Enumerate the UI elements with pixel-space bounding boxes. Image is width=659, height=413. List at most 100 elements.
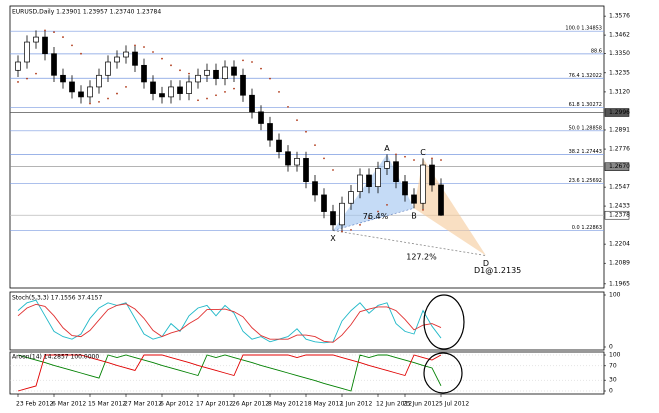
sar-dot: [395, 153, 397, 156]
candle-body: [177, 86, 183, 94]
candle-body: [402, 181, 408, 196]
x-tick-label: 26 Apr 2012: [232, 401, 269, 408]
stoch-panel: [9, 291, 605, 351]
candle-body: [78, 91, 84, 98]
fib-label: 100.0 1.34853: [565, 26, 602, 32]
sar-dot: [179, 69, 181, 72]
candle-body: [303, 158, 309, 182]
x-tick-label: 18 May 2012: [304, 401, 343, 408]
sar-dot: [143, 46, 145, 48]
price-box-label: 1.2996: [609, 109, 630, 116]
candle-body: [69, 81, 75, 93]
candle-body: [87, 86, 93, 98]
sar-dot: [134, 44, 136, 47]
sar-dot: [431, 157, 433, 160]
candle-body: [186, 81, 192, 94]
x-tick-label: 12 Jun 2012: [376, 401, 412, 408]
main-panel: [9, 5, 605, 289]
candle-body: [24, 41, 30, 63]
fib-label: 61.8 1.30272: [569, 102, 602, 108]
candle-body: [132, 51, 138, 66]
pattern-label: A: [384, 144, 390, 153]
candle-body: [339, 202, 345, 226]
xd-line: [332, 230, 487, 256]
candle-body: [294, 158, 300, 166]
y-tick-label: 1.3350: [609, 50, 630, 57]
price-box: [604, 108, 630, 117]
aroon-title: Aroon(14) 14.2857 100.0000: [12, 354, 99, 361]
pattern-label: B: [411, 212, 417, 221]
candle-body: [204, 69, 210, 76]
fib-label: 38.2 1.27443: [569, 149, 602, 155]
y-tick-label: 100: [609, 352, 621, 359]
sar-dot: [53, 31, 55, 33]
candle-body: [249, 94, 255, 113]
y-tick-label: 1.3120: [609, 88, 630, 95]
candle-body: [60, 74, 66, 83]
candle-body: [285, 151, 291, 166]
candle-body: [15, 61, 21, 71]
candle-body: [330, 211, 336, 226]
sar-dot: [260, 67, 262, 70]
sar-dot: [125, 86, 127, 88]
chart-title: EURUSD,Daily 1.23901 1.23957 1.23740 1.2…: [12, 9, 161, 16]
y-tick-label: 0: [609, 344, 613, 351]
y-tick-label: 1.3576: [609, 13, 630, 20]
sar-dot: [242, 59, 244, 62]
candle-body: [105, 61, 111, 76]
candle-body: [222, 66, 228, 79]
sar-dot: [17, 81, 19, 83]
candle-body: [195, 74, 201, 83]
sar-dot: [440, 159, 442, 161]
sar-dot: [71, 44, 73, 47]
x-tick-label: 8 May 2012: [268, 401, 303, 408]
sar-dot: [44, 29, 46, 32]
sar-dot: [80, 52, 82, 55]
sar-dot: [386, 204, 388, 206]
x-tick-label: 1 Jun 2012: [340, 401, 372, 408]
candle-body: [141, 64, 147, 83]
sar-dot: [422, 208, 424, 211]
annotation: 127.2%: [406, 253, 437, 262]
sar-dot: [233, 87, 235, 90]
pattern-label: D: [483, 259, 489, 268]
candle-body: [411, 194, 417, 204]
candle-body: [321, 194, 327, 212]
x-tick-label: 23 Feb 2012: [16, 401, 54, 408]
highlight-ellipse: [423, 294, 465, 350]
candle-body: [429, 164, 435, 186]
y-tick-label: 1.3235: [609, 69, 630, 76]
candle-body: [438, 184, 444, 216]
candle-body: [393, 161, 399, 182]
x-tick-label: 27 Mar 2012: [124, 401, 162, 408]
candle-body: [420, 164, 426, 204]
candle-body: [276, 139, 282, 153]
sar-dot: [161, 57, 163, 60]
pattern-label: C: [420, 148, 426, 157]
annotation: 76.4%: [363, 212, 389, 221]
sar-dot: [269, 77, 271, 80]
sar-dot: [98, 100, 100, 103]
candle-body: [159, 93, 165, 98]
sar-dot: [224, 91, 226, 93]
sar-dot: [404, 155, 406, 158]
sar-dot: [62, 36, 64, 38]
plot: 1.3576 1.3462 1.3350 1.3235 1.3120 1.2891 1.27…: [10, 13, 630, 408]
indicator-line: [17, 354, 442, 392]
y-tick-label: 1.2433: [609, 203, 630, 210]
candle-body: [357, 174, 363, 192]
candle-body: [123, 51, 129, 58]
y-tick-label: 70: [609, 362, 617, 369]
y-tick-label: 1.1965: [609, 280, 630, 287]
sar-dot: [305, 130, 307, 133]
sar-dot: [368, 217, 370, 220]
fib-label: 88.6: [591, 48, 602, 54]
aroon-panel: [9, 351, 605, 395]
y-tick-label: 1.2891: [609, 126, 630, 133]
sar-dot: [152, 51, 154, 53]
x-tick-label: 15 Mar 2012: [88, 401, 126, 408]
indicator-line: [17, 354, 442, 392]
sar-dot: [359, 223, 361, 226]
candle-body: [267, 123, 273, 141]
